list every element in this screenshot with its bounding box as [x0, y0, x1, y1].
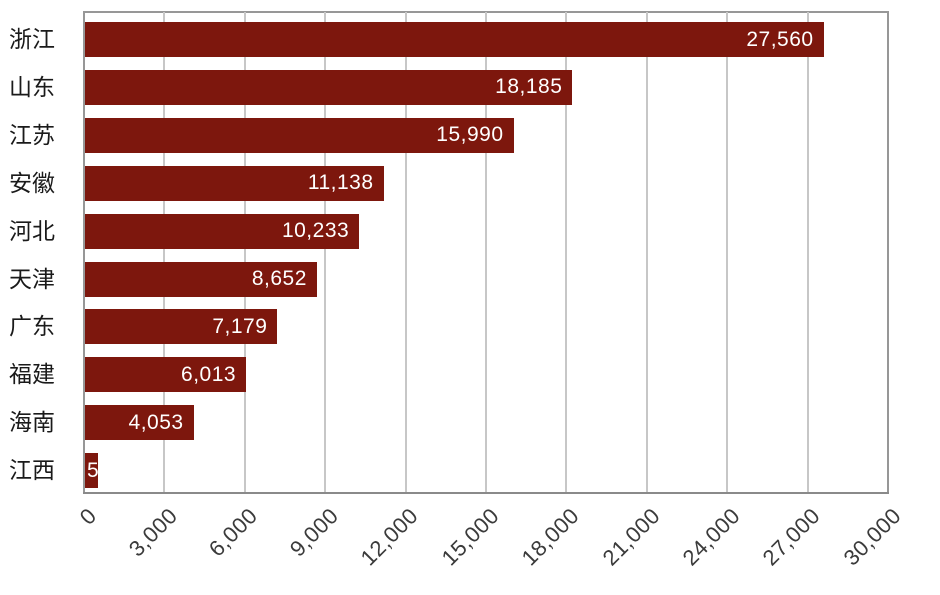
bar: 7,179: [85, 309, 278, 345]
x-axis-tick-label: 30,000: [838, 503, 906, 571]
bar-value-label: 4,053: [128, 410, 184, 434]
gridline: [243, 12, 246, 492]
bar: 5: [85, 453, 99, 489]
bar: 6,013: [85, 357, 247, 393]
category-label: 天津: [9, 265, 55, 292]
x-axis-tick-label: 21,000: [597, 503, 665, 571]
bar: 11,138: [85, 165, 384, 201]
bar: 4,053: [85, 405, 194, 441]
category-label: 福建: [9, 361, 55, 388]
category-label: 山东: [9, 73, 55, 100]
bar-value-label: 15,990: [436, 123, 504, 147]
bar-value-label: 6,013: [181, 362, 237, 386]
gridline: [404, 12, 407, 492]
x-axis-tick-label: 27,000: [757, 503, 826, 571]
gridline: [565, 12, 568, 492]
category-label: 江西: [9, 457, 55, 484]
x-axis-tick-label: 24,000: [677, 503, 745, 571]
bar-value-label: 5: [87, 458, 99, 482]
gridline: [485, 12, 487, 492]
bar-value-label: 7,179: [212, 314, 268, 338]
category-label: 广东: [9, 313, 55, 340]
gridline: [324, 12, 327, 492]
bar: 27,560: [85, 22, 824, 57]
bar: 18,185: [85, 69, 573, 105]
x-axis-tick-label: 18,000: [516, 503, 585, 571]
x-axis-tick-label: 15,000: [436, 503, 504, 571]
x-axis-tick-label: 12,000: [355, 503, 424, 571]
bar: 8,652: [85, 261, 317, 297]
x-axis-tick-label: 3,000: [123, 503, 183, 562]
gridline: [163, 12, 166, 492]
bar: 10,233: [85, 213, 360, 249]
plot-border-right: [887, 11, 889, 492]
x-axis-tick-label: 9,000: [284, 503, 343, 562]
category-label: 河北: [9, 217, 55, 244]
category-label: 安徽: [9, 169, 55, 196]
gridline: [645, 12, 648, 492]
bar-value-label: 18,185: [495, 75, 563, 99]
x-axis-tick-label: 6,000: [204, 503, 263, 562]
category-label: 海南: [9, 409, 55, 436]
bar-value-label: 10,233: [281, 219, 350, 243]
gridline: [726, 12, 729, 492]
category-label: 浙江: [9, 26, 55, 52]
x-axis-line: [83, 492, 889, 494]
gridline: [806, 12, 809, 492]
plot-border-left: [83, 11, 85, 492]
bar-value-label: 11,138: [307, 171, 374, 195]
bar-value-label: 27,560: [746, 27, 814, 51]
bar-value-label: 8,652: [251, 267, 307, 290]
bar: 15,990: [85, 117, 514, 153]
x-axis-tick-label: 0: [74, 503, 102, 530]
category-label: 江苏: [9, 121, 55, 148]
